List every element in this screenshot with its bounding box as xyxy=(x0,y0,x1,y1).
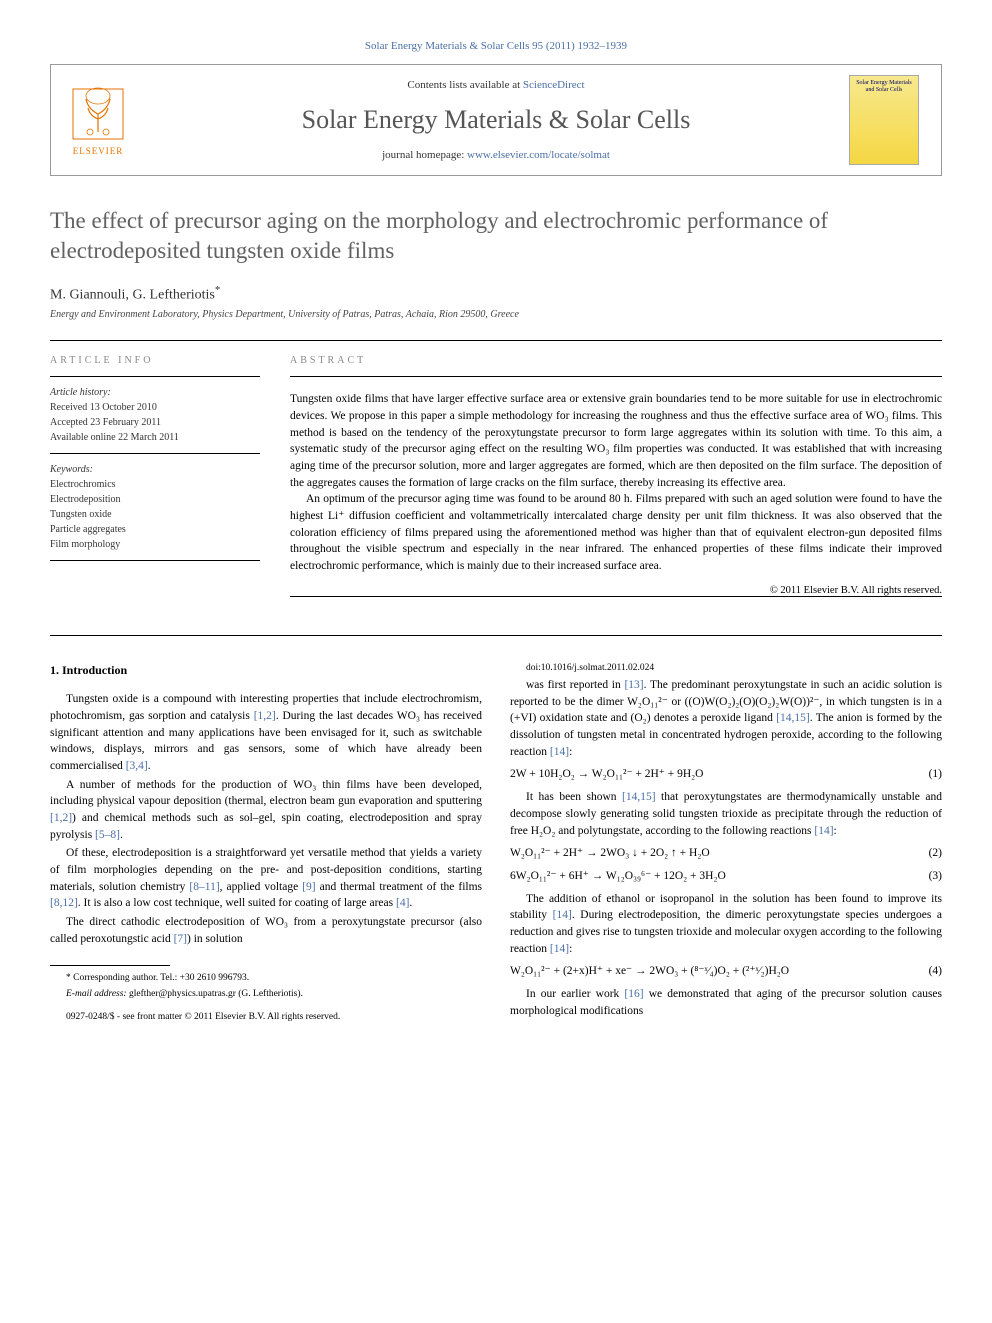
intro-para-4: The direct cathodic electrodeposition of… xyxy=(50,914,482,947)
journal-name: Solar Energy Materials & Solar Cells xyxy=(143,105,849,135)
elsevier-tree-icon xyxy=(68,84,128,144)
abstract-column: ABSTRACT Tungsten oxide films that have … xyxy=(290,355,942,610)
homepage-link[interactable]: www.elsevier.com/locate/solmat xyxy=(467,149,610,161)
abstract-label: ABSTRACT xyxy=(290,355,942,366)
info-divider-2 xyxy=(50,453,260,454)
cover-thumb-block: Solar Energy Materials and Solar Cells xyxy=(849,75,929,165)
history-label: Article history: xyxy=(50,387,111,398)
keyword: Film morphology xyxy=(50,537,260,552)
keyword: Tungsten oxide xyxy=(50,507,260,522)
divider-top xyxy=(50,340,942,341)
intro-para-1: Tungsten oxide is a compound with intere… xyxy=(50,691,482,774)
abstract-para-2: An optimum of the precursor aging time w… xyxy=(290,491,942,574)
body-columns: 1. Introduction Tungsten oxide is a comp… xyxy=(50,662,942,1025)
keywords-label: Keywords: xyxy=(50,462,260,477)
equation-2-row: W₂O₁₁²⁻ + 2H⁺ → 2WO₃ ↓ + 2O₂ ↑ + H₂O (2) xyxy=(510,845,942,862)
intro-para-6: It has been shown [14,15] that peroxytun… xyxy=(510,789,942,839)
footnote-separator xyxy=(50,965,170,966)
homepage-line: journal homepage: www.elsevier.com/locat… xyxy=(143,149,849,161)
issn-line: 0927-0248/$ - see front matter © 2011 El… xyxy=(50,1011,482,1025)
article-title: The effect of precursor aging on the mor… xyxy=(50,206,942,266)
article-info-label: ARTICLE INFO xyxy=(50,355,260,366)
keyword: Electrodeposition xyxy=(50,492,260,507)
equation-4: W₂O₁₁²⁻ + (2+x)H⁺ + xe⁻ → 2WO₃ + (⁸⁻ˣ⁄₄)… xyxy=(510,963,789,980)
info-abstract-row: ARTICLE INFO Article history: Received 1… xyxy=(50,355,942,610)
equation-1-number: (1) xyxy=(929,766,942,783)
journal-header: ELSEVIER Contents lists available at Sci… xyxy=(50,64,942,176)
equation-4-row: W₂O₁₁²⁻ + (2+x)H⁺ + xe⁻ → 2WO₃ + (⁸⁻ˣ⁄₄)… xyxy=(510,963,942,980)
contents-prefix: Contents lists available at xyxy=(407,79,522,91)
header-center: Contents lists available at ScienceDirec… xyxy=(143,79,849,161)
available-date: Available online 22 March 2011 xyxy=(50,432,179,443)
intro-para-5: was first reported in [13]. The predomin… xyxy=(510,677,942,760)
keywords-block: Keywords: Electrochromics Electrodeposit… xyxy=(50,462,260,552)
top-citation: Solar Energy Materials & Solar Cells 95 … xyxy=(50,40,942,52)
affiliation: Energy and Environment Laboratory, Physi… xyxy=(50,309,942,320)
abstract-para-1: Tungsten oxide films that have larger ef… xyxy=(290,391,942,491)
journal-cover-thumbnail: Solar Energy Materials and Solar Cells xyxy=(849,75,919,165)
top-citation-link[interactable]: Solar Energy Materials & Solar Cells 95 … xyxy=(365,40,627,52)
equation-3-row: 6W₂O₁₁²⁻ + 6H⁺ → W₁₂O₃₉⁶⁻ + 12O₂ + 3H₂O … xyxy=(510,868,942,885)
intro-para-7: The addition of ethanol or isopropanol i… xyxy=(510,891,942,958)
abstract-divider-bottom xyxy=(290,596,942,597)
equation-4-number: (4) xyxy=(929,963,942,980)
equation-1: 2W + 10H₂O₂ → W₂O₁₁²⁻ + 2H⁺ + 9H₂O xyxy=(510,766,703,783)
email-label: E-mail address: xyxy=(66,989,129,999)
corresponding-footnote: * Corresponding author. Tel.: +30 2610 9… xyxy=(50,972,482,985)
abstract-text: Tungsten oxide films that have larger ef… xyxy=(290,391,942,574)
equation-2-number: (2) xyxy=(929,845,942,862)
article-info-column: ARTICLE INFO Article history: Received 1… xyxy=(50,355,260,610)
info-divider-1 xyxy=(50,376,260,377)
intro-para-2: A number of methods for the production o… xyxy=(50,777,482,844)
equation-3: 6W₂O₁₁²⁻ + 6H⁺ → W₁₂O₃₉⁶⁻ + 12O₂ + 3H₂O xyxy=(510,868,726,885)
equation-1-row: 2W + 10H₂O₂ → W₂O₁₁²⁻ + 2H⁺ + 9H₂O (1) xyxy=(510,766,942,783)
received-date: Received 13 October 2010 xyxy=(50,402,157,413)
abstract-divider-top xyxy=(290,376,942,377)
section-heading-intro: 1. Introduction xyxy=(50,662,482,679)
accepted-date: Accepted 23 February 2011 xyxy=(50,417,161,428)
contents-line: Contents lists available at ScienceDirec… xyxy=(143,79,849,91)
authors-list: M. Giannouli, G. Leftheriotis xyxy=(50,287,215,302)
publisher-logo-block: ELSEVIER xyxy=(63,80,143,160)
corresponding-star: * xyxy=(215,284,221,296)
homepage-prefix: journal homepage: xyxy=(382,149,467,161)
email-footnote: E-mail address: glefther@physics.upatras… xyxy=(50,988,482,1001)
publisher-name: ELSEVIER xyxy=(73,146,124,156)
abstract-copyright: © 2011 Elsevier B.V. All rights reserved… xyxy=(290,585,942,596)
article-history: Article history: Received 13 October 201… xyxy=(50,385,260,445)
intro-para-8: In our earlier work [16] we demonstrated… xyxy=(510,986,942,1019)
intro-para-3: Of these, electrodeposition is a straigh… xyxy=(50,845,482,912)
info-divider-3 xyxy=(50,560,260,561)
doi-line: doi:10.1016/j.solmat.2011.02.024 xyxy=(510,662,942,675)
sciencedirect-link[interactable]: ScienceDirect xyxy=(523,79,585,91)
email-address[interactable]: glefther@physics.upatras.gr (G. Leftheri… xyxy=(129,989,303,999)
elsevier-logo: ELSEVIER xyxy=(63,80,133,160)
keyword: Particle aggregates xyxy=(50,522,260,537)
body-divider xyxy=(50,635,942,636)
authors: M. Giannouli, G. Leftheriotis* xyxy=(50,284,942,304)
keyword: Electrochromics xyxy=(50,477,260,492)
cover-title-text: Solar Energy Materials and Solar Cells xyxy=(854,80,914,93)
equation-3-number: (3) xyxy=(929,868,942,885)
equation-2: W₂O₁₁²⁻ + 2H⁺ → 2WO₃ ↓ + 2O₂ ↑ + H₂O xyxy=(510,845,710,862)
